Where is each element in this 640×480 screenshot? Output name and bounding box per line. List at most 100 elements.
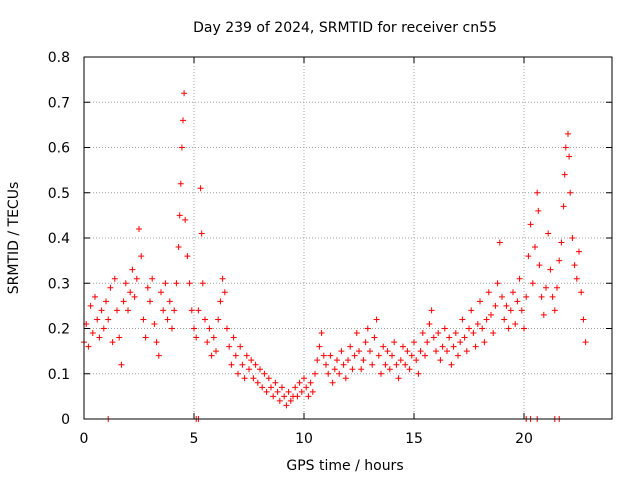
data-point [89,330,96,337]
data-point [261,370,268,377]
data-point [327,352,334,359]
data-point [543,284,549,291]
data-point [158,289,164,296]
data-point [164,316,171,323]
data-point [578,289,585,296]
data-point [402,361,409,368]
data-point [551,307,558,314]
data-point [111,275,118,282]
data-point [226,343,233,350]
data-point [459,316,466,323]
data-point [114,307,120,314]
data-point [176,212,183,219]
data-point [193,334,200,341]
data-point [378,370,384,377]
data-point [303,384,310,391]
data-point [316,343,323,350]
data-point [433,348,439,355]
data-point [127,289,134,296]
data-point [446,334,453,341]
data-point [147,298,153,305]
data-point [182,216,189,223]
data-point [353,330,360,337]
data-point [481,339,488,346]
data-point [312,370,318,377]
data-point [580,316,587,323]
data-point [307,379,314,386]
data-point [503,302,510,309]
data-point [561,171,568,178]
data-point [191,325,197,332]
data-point [281,393,288,400]
data-point [329,379,336,386]
x-tick-label: 10 [295,431,313,447]
data-point [279,384,285,391]
data-point [87,302,94,309]
data-point [230,334,237,341]
data-point [415,370,422,377]
data-point [342,375,349,382]
data-point [301,375,307,382]
data-point [417,348,424,355]
data-point [318,330,325,337]
data-point [94,316,101,323]
data-point [140,316,147,323]
data-point [177,180,184,187]
data-point [118,361,125,368]
data-point [197,185,204,192]
data-point [413,357,420,364]
data-point [292,384,299,391]
data-point [441,325,448,332]
data-point [228,361,235,368]
data-point [351,352,358,359]
x-axis-label: GPS time / hours [286,458,403,474]
data-point [514,298,521,305]
data-point [349,366,356,373]
data-point [525,253,532,260]
data-point [501,316,508,323]
data-point [171,307,178,314]
data-point [512,320,519,327]
data-point [437,357,444,364]
data-point [122,280,129,287]
data-point [360,357,367,364]
data-point [439,343,446,350]
data-point [265,375,272,382]
data-point [259,384,266,391]
data-point [424,339,431,346]
data-point [105,316,112,323]
x-tick-label: 5 [190,431,199,447]
data-point [468,307,475,314]
y-tick-label: 0.4 [48,231,70,247]
data-point [382,361,389,368]
data-point [340,361,347,368]
data-point [92,293,98,300]
data-point [166,298,173,305]
data-point [452,330,459,337]
data-point [406,366,413,373]
data-point [248,357,255,364]
data-point [199,280,206,287]
data-point [384,348,391,355]
data-point [505,325,512,332]
data-point [175,244,182,251]
data-point [532,244,538,251]
data-point [98,307,105,314]
data-point [345,357,351,364]
data-point [573,275,580,282]
data-point [536,262,543,269]
data-point [120,298,127,305]
data-point [169,325,175,332]
data-point [569,235,576,241]
data-point [560,203,567,210]
data-point [380,343,387,350]
data-point [521,325,527,332]
y-tick-label: 0 [61,412,70,428]
data-point [529,280,536,287]
data-point [331,366,338,373]
data-point [540,311,547,318]
data-point [138,253,145,260]
x-tick-label: 15 [405,431,423,447]
y-tick-label: 0.8 [48,50,70,66]
data-point [426,320,433,327]
